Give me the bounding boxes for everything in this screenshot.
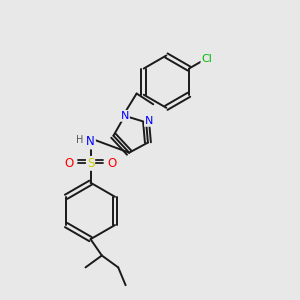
Text: H: H bbox=[76, 135, 84, 145]
Text: O: O bbox=[64, 157, 74, 170]
Text: O: O bbox=[108, 157, 117, 170]
Text: S: S bbox=[87, 157, 94, 170]
Text: N: N bbox=[145, 116, 153, 126]
Text: N: N bbox=[121, 111, 129, 121]
Text: Cl: Cl bbox=[201, 54, 212, 64]
Text: N: N bbox=[86, 136, 95, 148]
